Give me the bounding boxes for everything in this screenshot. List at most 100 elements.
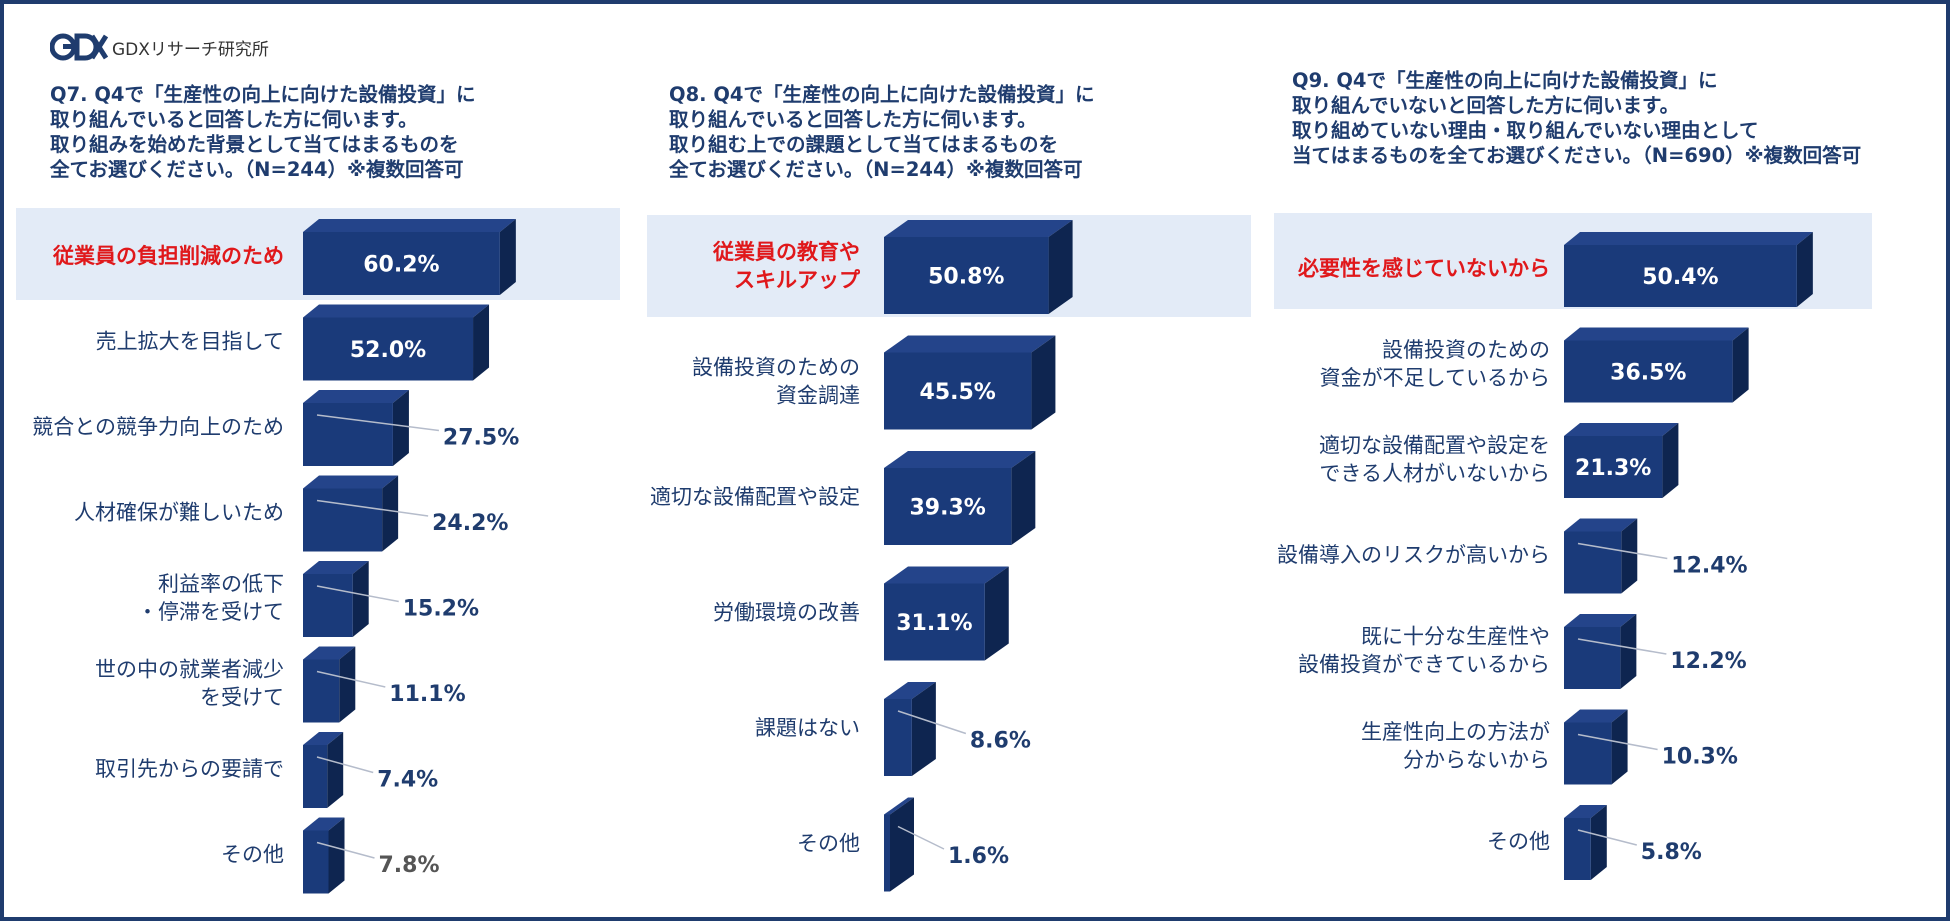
- value-label: 1.6%: [948, 844, 1009, 869]
- bar-front: [303, 317, 474, 381]
- bar-front: [884, 699, 912, 776]
- value-label: 39.3%: [910, 496, 986, 521]
- q8-title-line: 取り組む上での課題として当てはまるものを: [669, 133, 1059, 156]
- q8-title-line: 取り組んでいると回答した方に伺います。: [669, 108, 1037, 131]
- bar-front: [303, 659, 340, 723]
- category-label-line: 設備投資のための: [692, 356, 860, 380]
- q7-title-line: Q7. Q4で「生産性の向上に向けた設備投資」に: [50, 83, 476, 106]
- bar-side: [392, 390, 409, 466]
- q9-title: Q9. Q4で「生産性の向上に向けた設備投資」に 取り組んでいないと回答した方に…: [1292, 68, 1861, 168]
- bar-side: [1611, 709, 1628, 785]
- value-label: 60.2%: [363, 253, 439, 278]
- bar-top: [303, 390, 409, 403]
- bar: [303, 475, 399, 552]
- category-label-line: 人材確保が難しいため: [74, 501, 284, 525]
- chart-q7: 従業員の負担削減のため 60.2% 売上拡大を目指して 52.0% 競合との競争力向上の…: [16, 208, 620, 894]
- value-label: 31.1%: [896, 611, 972, 636]
- value-label: 50.4%: [1642, 265, 1718, 290]
- category-label-line: ・停滞を受けて: [137, 600, 284, 624]
- leader-line: [316, 585, 399, 603]
- bar: [884, 566, 1009, 661]
- bar: [1564, 805, 1607, 880]
- value-label: 24.2%: [432, 511, 508, 536]
- bar-side: [1048, 220, 1073, 314]
- brand-name: GDXリサーチ研究所: [112, 39, 269, 60]
- bar-front: [1564, 818, 1591, 880]
- category-label-line: 既に十分な生産性や: [1361, 625, 1550, 649]
- bar-front: [1564, 436, 1663, 498]
- category-label: 設備投資のための資金調達: [692, 356, 860, 408]
- bar: [303, 304, 490, 381]
- category-label-line: その他: [797, 832, 860, 856]
- bar-side: [1796, 232, 1813, 307]
- bar-top: [884, 566, 1009, 584]
- leader-line: [1577, 733, 1658, 751]
- category-label: 人材確保が難しいため: [74, 501, 284, 525]
- bar-top: [1564, 709, 1628, 723]
- category-label: 設備導入のリスクが高いから: [1277, 543, 1550, 567]
- bar-side: [328, 817, 345, 894]
- category-label: 競合との競争力向上のため: [32, 415, 284, 439]
- bar-side: [1011, 451, 1036, 545]
- category-label-line: 課題はない: [755, 716, 860, 740]
- bar-top: [303, 732, 344, 745]
- category-label-line: 競合との競争力向上のため: [32, 415, 284, 439]
- bar-front: [884, 583, 985, 661]
- category-label-line: できる人材がいないから: [1319, 462, 1550, 486]
- category-label-line: 取引先からの要請で: [95, 757, 284, 781]
- q7-title: Q7. Q4で「生産性の向上に向けた設備投資」に 取り組んでいると回答した方に伺…: [50, 82, 476, 182]
- bar-top: [1564, 232, 1813, 245]
- value-label: 12.2%: [1670, 649, 1746, 674]
- chart-q9: 必要性を感じていないから 50.4% 設備投資のための資金が不足しているから 36.5…: [1274, 213, 1872, 880]
- leader-line: [897, 710, 967, 735]
- bar: [884, 682, 936, 776]
- bar-side: [1031, 335, 1056, 430]
- bar-top: [303, 561, 369, 574]
- category-label: 従業員の教育やスキルアップ: [712, 240, 861, 292]
- value-label: 15.2%: [403, 597, 479, 622]
- bar-front: [1564, 722, 1612, 785]
- value-label: 52.0%: [350, 338, 426, 363]
- leader-line: [1577, 638, 1667, 655]
- value-label: 50.8%: [928, 265, 1004, 290]
- bar-top: [1564, 805, 1607, 818]
- bar: [303, 390, 409, 466]
- bar-side: [339, 646, 356, 723]
- category-label-line: スキルアップ: [734, 268, 861, 292]
- bar-top: [303, 475, 399, 489]
- category-label-line: 資金調達: [776, 384, 860, 408]
- bar-front: [1564, 531, 1622, 594]
- bar: [884, 335, 1056, 430]
- bar-top: [303, 219, 516, 232]
- bar-top: [884, 682, 936, 699]
- bar: [1564, 709, 1628, 785]
- bar: [884, 797, 914, 892]
- bar: [884, 451, 1036, 545]
- q9-title-line: Q9. Q4で「生産性の向上に向けた設備投資」に: [1292, 69, 1718, 92]
- bar: [303, 219, 516, 295]
- bar-front: [884, 814, 890, 892]
- category-label: 課題はない: [755, 716, 860, 740]
- bar-front: [1564, 245, 1797, 307]
- bar: [1564, 614, 1637, 689]
- bar-side: [1620, 614, 1637, 689]
- category-label-line: 分からないから: [1403, 748, 1550, 772]
- bar-side: [352, 561, 369, 637]
- bar-front: [884, 352, 1032, 430]
- bar-side: [327, 732, 344, 808]
- bar-side: [473, 304, 490, 381]
- bar-top: [884, 451, 1036, 468]
- bar-top: [303, 817, 345, 831]
- leader-line: [316, 670, 386, 688]
- bar-front: [884, 468, 1012, 545]
- bar: [884, 220, 1073, 314]
- q9-title-line: 取り組めていない理由・取り組んでいない理由として: [1292, 119, 1759, 142]
- bar-front: [303, 488, 383, 552]
- value-label: 27.5%: [443, 426, 519, 451]
- bar-top: [884, 335, 1056, 353]
- category-label: 必要性を感じていないから: [1298, 257, 1550, 281]
- bar-side: [1662, 423, 1679, 498]
- category-label: その他: [797, 832, 860, 856]
- bar-charts: 従業員の負担削減のため 60.2% 売上拡大を目指して 52.0% 競合との競争力向上の…: [16, 208, 1872, 894]
- category-label-line: 適切な設備配置や設定を: [1319, 434, 1550, 458]
